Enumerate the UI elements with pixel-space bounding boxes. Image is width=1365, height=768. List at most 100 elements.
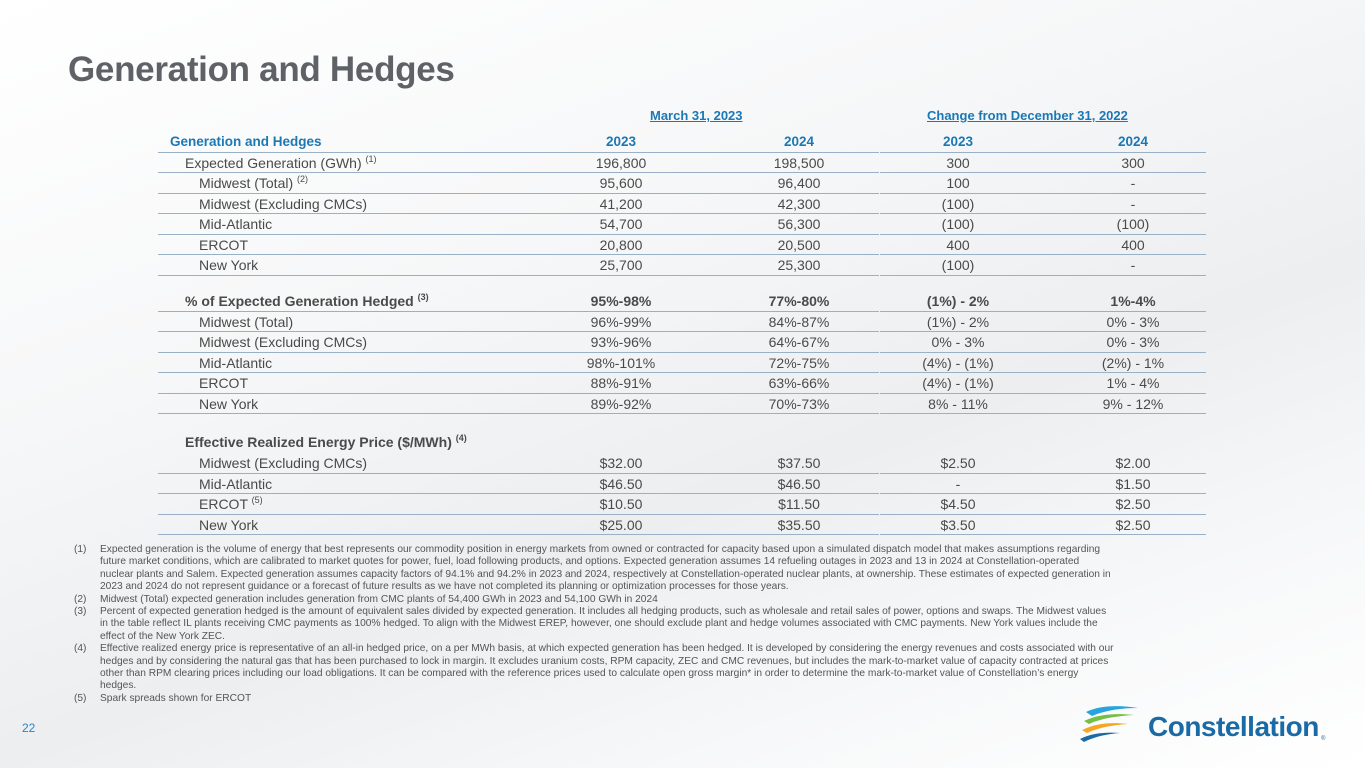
cell-value: 54,700 (599, 216, 643, 232)
cell-value: (100) (941, 257, 975, 273)
footnote-mark: (3) (74, 606, 87, 618)
table-row: Midwest (Total) (2) 95,600 96,400 100 - (158, 173, 1206, 194)
row-label: Midwest (Excluding CMCs) (199, 453, 367, 473)
section-row: % of Expected Generation Hedged (3) 95%-9… (158, 291, 1206, 312)
cell-value: $35.50 (777, 516, 821, 533)
cell-value: $2.50 (940, 455, 976, 471)
table-row: ERCOT 20,800 20,500 400 400 (158, 235, 1206, 255)
cell-value: 96%-99% (590, 313, 652, 330)
row-label-text: ERCOT (199, 236, 248, 253)
footnote-text: Expected generation is the volume of ene… (100, 544, 1111, 593)
row-divider (158, 192, 879, 194)
header-year: 2024 (1117, 134, 1149, 149)
cell-value: $46.50 (777, 475, 821, 492)
row-divider (158, 351, 879, 353)
cell-value: $2.00 (1115, 455, 1151, 471)
row-label-text: Expected Generation (GWh) (185, 154, 362, 171)
row-divider (158, 513, 879, 515)
table-row: Midwest (Total) 96%-99% 84%-87% (1%) - 2% 0%… (158, 312, 1206, 332)
row-label-text: Midwest (Excluding CMCs) (199, 334, 368, 350)
row-divider (158, 493, 879, 494)
footnote: (4) Effective realized energy price is re… (74, 643, 1114, 693)
row-divider (158, 331, 879, 332)
cell-value: 1% - 4% (1106, 375, 1160, 391)
footnote: (3) Percent of expected generation hedged… (74, 606, 1114, 643)
cell-value: (4%) - (1%) (922, 375, 994, 391)
row-label: Effective Realized Energy Price ($/MWh) … (185, 432, 467, 452)
cell-value: $4.50 (940, 496, 976, 512)
cell-value: $3.50 (940, 516, 976, 533)
cell-value: $32.00 (599, 455, 643, 471)
cell-value: 0% - 3% (931, 334, 985, 350)
row-label-text: Effective Realized Energy Price ($/MWh) (185, 434, 452, 450)
row-divider (880, 493, 1206, 494)
row-divider (880, 372, 1206, 373)
cell-value: (100) (941, 195, 975, 212)
cell-value: 0% - 3% (1106, 313, 1160, 330)
page-number: 22 (22, 721, 36, 735)
cell-value: - (1130, 257, 1136, 273)
header-year: 2023 (605, 134, 637, 149)
cell-value: - (955, 475, 961, 492)
cell-value: $10.50 (599, 496, 643, 512)
row-label: Midwest (Total) (199, 312, 293, 332)
header-year: 2024 (783, 134, 815, 149)
cell-value: 56,300 (777, 216, 821, 232)
header-year: 2023 (942, 134, 974, 149)
row-label: ERCOT (5) (199, 494, 263, 514)
row-divider (158, 274, 879, 276)
cell-value: 63%-66% (768, 375, 830, 391)
cell-value: $25.00 (599, 516, 643, 533)
cell-value: (2%) - 1% (1101, 354, 1165, 371)
row-label: Midwest (Excluding CMCs) (199, 194, 367, 214)
cell-value: $46.50 (599, 475, 643, 492)
row-label-text: New York (199, 516, 259, 533)
footnote-text: Percent of expected generation hedged is… (100, 606, 1107, 642)
row-divider (880, 151, 1206, 153)
row-divider (880, 413, 1206, 414)
table-row: Midwest (Excluding CMCs) 93%-96% 64%-67% 0%… (158, 332, 1206, 353)
cell-value: (100) (941, 216, 975, 232)
row-label: Mid-Atlantic (199, 353, 272, 373)
row-label-text: ERCOT (199, 375, 248, 391)
row-label-text: Midwest (Total) (199, 175, 294, 191)
cell-value: 41,200 (599, 195, 643, 212)
cell-value: 198,500 (773, 154, 825, 171)
footnote-ref: (1) (365, 153, 377, 164)
cell-value: (1%) - 2% (926, 293, 990, 309)
row-divider (880, 213, 1206, 214)
footnote-ref: (5) (251, 495, 263, 505)
row-divider (158, 233, 879, 235)
table-row: Mid-Atlantic 54,700 56,300 (100) (100) (158, 214, 1206, 235)
constellation-swoosh-icon (1080, 706, 1138, 742)
row-divider (158, 392, 879, 394)
cell-value: $2.50 (1115, 516, 1151, 533)
footnote-mark: (4) (74, 643, 87, 655)
cell-value: 100 (946, 175, 970, 191)
constellation-logo: Constellation ® (1080, 700, 1340, 748)
row-divider (880, 310, 1206, 312)
row-label: Midwest (Total) (2) (199, 173, 308, 193)
row-label: New York (199, 255, 258, 275)
row-divider (158, 254, 879, 255)
table-row: New York 89%-92% 70%-73% 8% - 11% 9% - 12% (158, 394, 1206, 414)
section-row: Effective Realized Energy Price ($/MWh) … (170, 432, 1206, 453)
cell-value: 70%-73% (768, 395, 830, 412)
cell-value: $1.50 (1115, 475, 1151, 492)
row-divider (880, 351, 1206, 353)
table-row: Mid-Atlantic $46.50 $46.50 - $1.50 (158, 474, 1206, 494)
footnotes: (1) Expected generation is the volume of … (74, 544, 1114, 705)
cell-value: 9% - 12% (1102, 395, 1164, 412)
cell-value: 196,800 (595, 154, 647, 171)
row-label: Expected Generation (GWh) (1) (185, 153, 377, 173)
row-divider (880, 513, 1206, 515)
row-divider (158, 472, 879, 474)
section-row: Expected Generation (GWh) (1) 196,800 198,… (158, 153, 1206, 173)
footnote: (5) Spark spreads shown for ERCOT (74, 693, 1114, 705)
row-divider (158, 310, 879, 312)
row-label: % of Expected Generation Hedged (3) (185, 291, 429, 311)
row-label-text: Mid-Atlantic (199, 216, 273, 232)
cell-value: 93%-96% (590, 334, 652, 350)
cell-value: 84%-87% (768, 313, 830, 330)
row-divider (880, 331, 1206, 332)
